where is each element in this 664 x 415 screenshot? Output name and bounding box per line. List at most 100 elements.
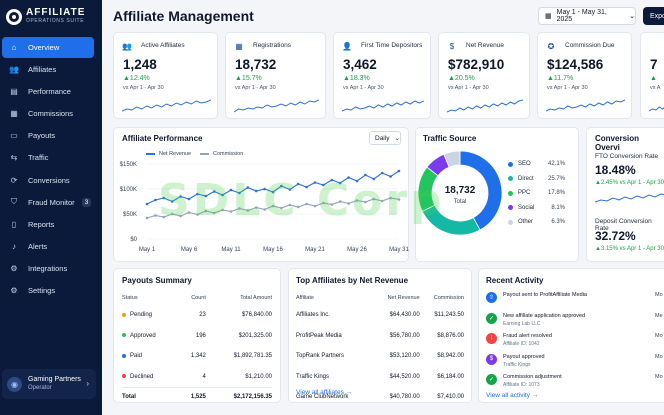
kpi-label: First Time Depositors [361, 42, 423, 49]
activity-time: Mo [655, 374, 663, 380]
x-tick-label: May 31 [389, 247, 409, 253]
data-point [154, 214, 157, 217]
series-line-commission [146, 197, 400, 219]
legend-swatch [508, 161, 513, 167]
table-row[interactable]: Declined 4 $1,210.00 [122, 367, 272, 388]
legend-commission: Commission [200, 151, 243, 157]
sidebar-item-payouts[interactable]: ▭ Payouts [2, 125, 94, 146]
sidebar-item-conversions[interactable]: ⟳ Conversions [2, 170, 94, 191]
account-role: Operator [28, 385, 52, 391]
legend-swatch [200, 153, 209, 155]
view-all-activity-link[interactable]: View all activity → [486, 392, 539, 399]
commission-cell: $6,184.00 [437, 373, 464, 380]
donut-total-value: 18,732 [445, 185, 476, 196]
activity-subtitle: Affiliate ID: 1073 [503, 382, 540, 388]
data-point [187, 197, 191, 201]
activity-subtitle: Traffic Kings [503, 361, 531, 368]
affiliate-name: Affiliates Inc. [296, 312, 330, 319]
legend-percent: 42.1% [547, 161, 565, 167]
sidebar-item-overview[interactable]: ⌂ Overview [2, 37, 94, 58]
table-row[interactable]: ProfitPeak Media $56,780.00 $8,876.00 [296, 326, 464, 347]
sidebar-item-reports[interactable]: ▯ Reports [2, 214, 94, 235]
activity-item[interactable]: ✓ Commission adjustment Affiliate ID: 1073… [486, 373, 664, 395]
kpi-card[interactable]: ▦ Registrations 18,732 ▲15.7% vs Apr 1 - Apr… [225, 32, 326, 119]
table-row[interactable]: TopRank Partners $53,120.00 $8,942.00 [296, 346, 464, 367]
data-point [322, 201, 325, 205]
table-row[interactable]: Affiliates Inc. $64,430.00 $11,243.50 [296, 305, 464, 326]
date-range-label: May 1 - May 31, 2025 [556, 9, 607, 23]
data-point [296, 182, 300, 186]
activity-time: Me [655, 312, 663, 319]
legend-percent: 17.8% [547, 190, 565, 196]
commission-cell: $7,410.00 [437, 394, 464, 401]
brand-subtitle: OPERATIONS SUITE [26, 18, 85, 24]
table-row[interactable]: Paid 1,342 $1,892,781.35 [122, 346, 272, 367]
sidebar-item-label: Alerts [28, 241, 48, 251]
avatar: ◉ [7, 376, 22, 392]
column-header: Count [191, 295, 206, 301]
activity-item[interactable]: ✓ New affiliate application approved Earni… [486, 312, 664, 334]
top-affiliates-title: Top Affiliates by Net Revenue [296, 276, 409, 285]
kpi-card[interactable]: 👤 First Time Depositors 3,462 ▲18.3% vs Apr … [333, 32, 431, 119]
column-header: Net Revenue [387, 295, 420, 301]
sidebar-item-label: Commissions [28, 109, 74, 119]
y-tick-label: $50K [123, 212, 137, 218]
sidebar-item-integrations[interactable]: ⚙ Integrations [2, 258, 94, 279]
legend-label: Social [518, 204, 535, 211]
kpi-card[interactable]: ✪ Commission Due $124,586 ▲11.7% vs Apr 1 - … [537, 32, 632, 119]
date-range-picker[interactable]: ▦ May 1 - May 31, 2025 ⌄ [538, 7, 636, 25]
sidebar-item-fraud-monitor[interactable]: ⛉ Fraud Monitor 3 [2, 192, 94, 213]
view-all-affiliates-link[interactable]: View all affiliates → [296, 389, 353, 396]
data-point [364, 173, 367, 177]
data-point [347, 202, 350, 205]
kpi-comparison: vs Apr 1 - Apr 30 [547, 85, 588, 91]
legend-label: Direct [518, 175, 534, 182]
activity-item[interactable]: ⇧ Payout sent to ProfitAffiliate Media Mo [486, 291, 664, 313]
users-icon: 👥 [9, 65, 19, 75]
sidebar-item-alerts[interactable]: ♪ Alerts [2, 236, 94, 257]
legend-swatch [508, 190, 513, 196]
activity-item[interactable]: ! Fraud alert resolved Affiliate ID: 1042 M… [486, 332, 664, 354]
table-row[interactable]: Traffic Kings $44,520.00 $6,184.00 [296, 367, 464, 388]
status-dot-icon [122, 373, 126, 378]
data-point [263, 208, 266, 211]
kpi-card[interactable]: $ Net Revenue $782,910 ▲20.5% vs Apr 1 - Apr… [438, 32, 530, 119]
data-point [212, 211, 216, 215]
kpi-card[interactable]: 👥 Active Affiliates 1,248 ▲12.4% vs Apr 1 - … [113, 32, 218, 119]
table-header: Affiliate Net Revenue Commission [296, 291, 464, 305]
export-button[interactable]: Expo [643, 7, 664, 25]
sidebar-item-settings[interactable]: ⚙ Settings [2, 280, 94, 301]
fto-conversion-delta: ▲2.45% vs Apr 1 - Apr 30 [595, 180, 664, 186]
x-tick-label: May 26 [347, 247, 367, 253]
sparkline-path [122, 99, 211, 112]
period-select[interactable]: Daily ⌄ [369, 131, 401, 145]
series-line-net-revenue [146, 170, 400, 205]
sidebar-item-affiliates[interactable]: 👥 Affiliates [2, 59, 94, 80]
revenue-cell: $53,120.00 [389, 353, 420, 360]
kpi-card[interactable]: 7 ▲ vs A [640, 32, 664, 119]
sidebar-item-label: Conversions [28, 175, 70, 185]
legend-item-social: Social [508, 202, 568, 214]
data-point [204, 194, 208, 198]
activity-time: Mo [655, 292, 663, 298]
report-icon: ▯ [11, 219, 17, 229]
brand[interactable]: AFFILIATE OPERATIONS SUITE [6, 8, 85, 25]
activity-title: Payout sent to ProfitAffiliate Media [503, 292, 587, 298]
account-switcher[interactable]: ◉ Gaming Partners Operator › [2, 369, 96, 399]
revenue-cell: $44,520.00 [389, 373, 420, 380]
data-point [271, 204, 275, 208]
count-cell: 196 [195, 332, 206, 339]
amount-cell: $76,840.00 [241, 312, 272, 319]
x-tick-label: May 16 [263, 247, 283, 253]
sidebar-item-performance[interactable]: ▤ Performance [2, 81, 94, 102]
status-cell: Paid [122, 346, 180, 367]
count-cell: 4 [202, 373, 206, 380]
data-point [196, 192, 199, 196]
table-row[interactable]: Game ClubNetwork $40,780.00 $7,410.00 [296, 387, 464, 408]
sidebar-item-traffic[interactable]: ⇆ Traffic [2, 147, 94, 168]
table-row[interactable]: Pending 23 $76,840.00 [122, 305, 272, 326]
total-amount: $2,172,156.35 [205, 386, 272, 407]
activity-item[interactable]: $ Payout approved Traffic Kings Mo [486, 353, 664, 375]
sidebar-item-commissions[interactable]: ▦ Commissions [2, 103, 94, 124]
table-row[interactable]: Approved 196 $201,325.00 [122, 326, 272, 347]
